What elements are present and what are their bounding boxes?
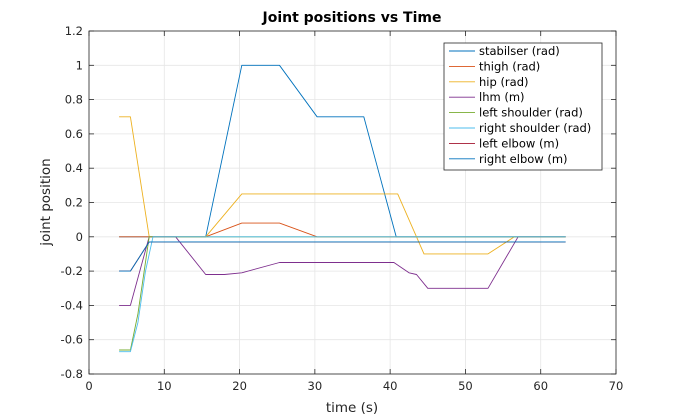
legend-entry: right elbow (m) xyxy=(479,152,568,166)
x-axis-label: time (s) xyxy=(326,400,378,416)
legend-entry: thigh (rad) xyxy=(479,59,540,73)
chart-title: Joint positions vs Time xyxy=(262,10,442,26)
x-tick-label: 50 xyxy=(458,379,473,393)
y-tick-label: -0.2 xyxy=(61,264,83,278)
y-tick-label: -0.6 xyxy=(61,333,83,347)
x-tick-label: 0 xyxy=(85,379,92,393)
y-tick-label: 1 xyxy=(76,58,83,72)
y-tick-label: -0.8 xyxy=(61,367,83,381)
y-tick-label: 0 xyxy=(76,230,83,244)
y-tick-label: 0.2 xyxy=(65,196,83,210)
x-tick-label: 40 xyxy=(383,379,398,393)
x-tick-label: 70 xyxy=(609,379,624,393)
y-tick-label: -0.4 xyxy=(61,298,83,312)
legend-box xyxy=(443,42,603,171)
tick-layer: 0 10 20 30 40 50 60 70 -0.8 -0.6 -0.4 -0.2 0 0.2 0.4 0.… xyxy=(61,24,624,393)
legend-entry: left elbow (m) xyxy=(479,136,559,150)
y-tick-label: 0.6 xyxy=(65,127,83,141)
series-layer xyxy=(119,64,566,353)
y-tick-label: 1.2 xyxy=(65,24,83,38)
series-line-3 xyxy=(119,116,566,255)
x-tick-label: 60 xyxy=(533,379,548,393)
x-tick-label: 20 xyxy=(232,379,247,393)
series-line-8 xyxy=(119,241,566,272)
legend: stabilser (rad)thigh (rad) hip (rad)lhm (… xyxy=(443,42,603,171)
y-axis-label: joint position xyxy=(38,158,54,246)
series-line-6 xyxy=(119,236,566,353)
y-tick-label: 0.8 xyxy=(65,93,83,107)
legend-entry: right shoulder (rad) xyxy=(479,121,591,135)
legend-entry: lhm (m) xyxy=(479,90,525,104)
x-tick-label: 10 xyxy=(157,379,172,393)
legend-entry: stabilser (rad) xyxy=(479,44,560,58)
legend-entry: hip (rad) xyxy=(479,75,529,89)
legend-entry: left shoulder (rad) xyxy=(479,106,583,120)
y-tick-label: 0.4 xyxy=(65,161,83,175)
x-tick-label: 30 xyxy=(308,379,323,393)
